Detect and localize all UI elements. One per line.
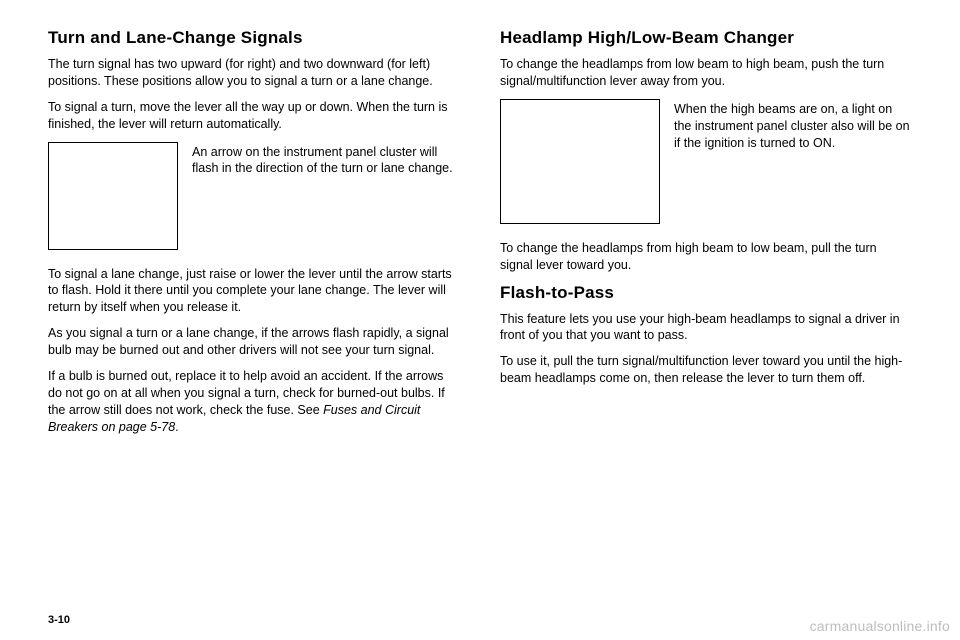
paragraph: To signal a lane change, just raise or l… (48, 266, 460, 317)
figure-placeholder-icon (48, 142, 178, 250)
page-number: 3-10 (48, 614, 70, 626)
figure-row: When the high beams are on, a light on t… (500, 99, 912, 224)
manual-page: Turn and Lane-Change Signals The turn si… (0, 0, 960, 640)
figure-placeholder-icon (500, 99, 660, 224)
paragraph: If a bulb is burned out, replace it to h… (48, 368, 460, 436)
two-column-layout: Turn and Lane-Change Signals The turn si… (48, 28, 912, 444)
section-heading-headlamp: Headlamp High/Low-Beam Changer (500, 28, 912, 48)
section-heading-turn-signals: Turn and Lane-Change Signals (48, 28, 460, 48)
figure-row: An arrow on the instrument panel cluster… (48, 142, 460, 250)
paragraph: To change the headlamps from high beam t… (500, 240, 912, 274)
section-heading-flash-to-pass: Flash-to-Pass (500, 283, 912, 303)
right-column: Headlamp High/Low-Beam Changer To change… (500, 28, 912, 444)
paragraph: This feature lets you use your high-beam… (500, 311, 912, 345)
paragraph: As you signal a turn or a lane change, i… (48, 325, 460, 359)
text-run: . (175, 420, 178, 434)
paragraph: To use it, pull the turn signal/multifun… (500, 353, 912, 387)
figure-caption: When the high beams are on, a light on t… (674, 99, 912, 152)
watermark: carmanualsonline.info (810, 618, 950, 634)
figure-caption: An arrow on the instrument panel cluster… (192, 142, 460, 178)
paragraph: The turn signal has two upward (for righ… (48, 56, 460, 90)
paragraph: To change the headlamps from low beam to… (500, 56, 912, 90)
paragraph: To signal a turn, move the lever all the… (48, 99, 460, 133)
left-column: Turn and Lane-Change Signals The turn si… (48, 28, 460, 444)
